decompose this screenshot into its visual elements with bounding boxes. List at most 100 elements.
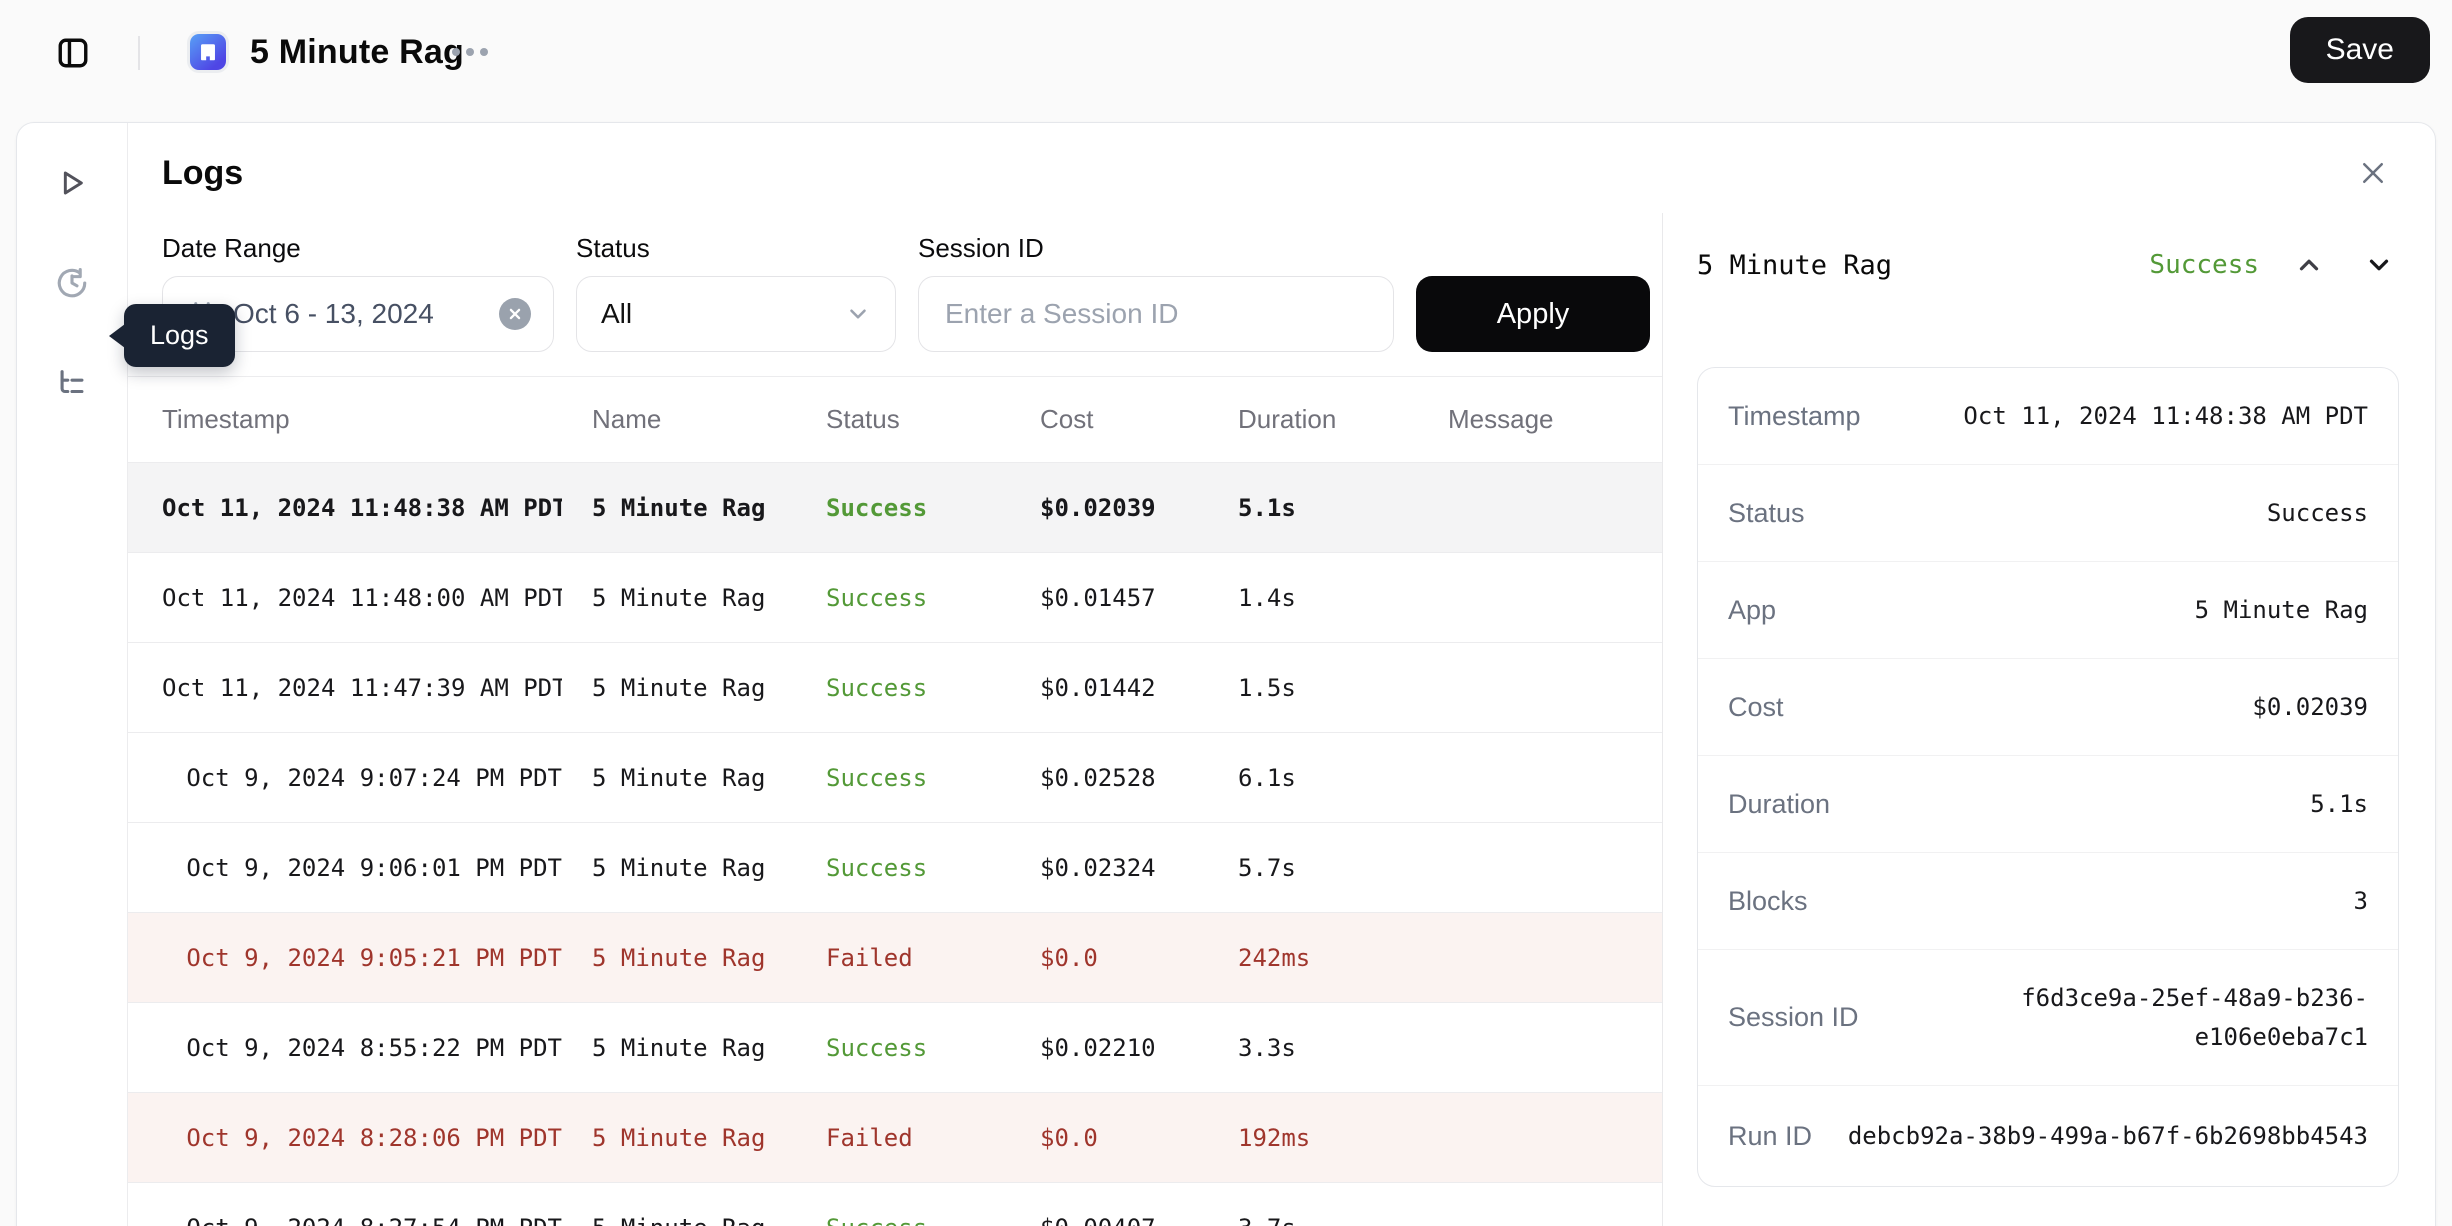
- detail-label: Duration: [1728, 788, 1831, 819]
- detail-value: f6d3ce9a-25ef-48a9-b236-e106e0eba7c1: [2021, 984, 2368, 1051]
- close-logs-button[interactable]: [2351, 151, 2395, 195]
- cell-timestamp: Oct 11, 2024 11:48:00 AM PDT: [162, 583, 562, 612]
- table-row[interactable]: Oct 11, 2024 11:47:39 AM PDT 5 Minute Ra…: [128, 643, 1662, 733]
- cell-cost: $0.0: [1040, 943, 1098, 972]
- ellipsis-icon: [452, 48, 460, 56]
- table-row[interactable]: Oct 9, 2024 8:27:54 PM PDT 5 Minute Rag …: [128, 1183, 1662, 1226]
- cell-duration: 3.3s: [1238, 1033, 1296, 1062]
- cell-status: Failed: [826, 943, 913, 972]
- cell-status: Success: [826, 493, 928, 522]
- cell-duration: 3.7s: [1238, 1214, 1418, 1226]
- cell-status: Success: [826, 1214, 1010, 1226]
- cell-timestamp: Oct 9, 2024 8:27:54 PM PDT: [162, 1214, 562, 1226]
- workspace-card: Logs Date Range: [16, 122, 2436, 1226]
- run-detail-card: Timestamp Oct 11, 2024 11:48:38 AM PDT S…: [1697, 367, 2399, 1187]
- filters-divider: [128, 376, 1662, 377]
- history-button[interactable]: [44, 255, 100, 311]
- detail-row: Duration 5.1s: [1698, 756, 2398, 853]
- cell-timestamp: Oct 9, 2024 8:55:22 PM PDT: [186, 1033, 562, 1062]
- detail-value: 5.1s: [2310, 789, 2368, 818]
- run-button[interactable]: [44, 155, 100, 211]
- tooltip-label: Logs: [150, 320, 209, 350]
- chevron-down-icon: [845, 301, 871, 327]
- cell-cost: $0.02039: [1040, 493, 1156, 522]
- table-header-cell: Timestamp: [162, 404, 290, 434]
- date-range-label: Date Range: [162, 233, 301, 263]
- logs-main: Date Range Oct 6 - 13, 2024: [128, 213, 1662, 1226]
- apply-button[interactable]: Apply: [1416, 276, 1650, 352]
- play-icon: [56, 167, 88, 199]
- table-row[interactable]: Oct 11, 2024 11:48:00 AM PDT 5 Minute Ra…: [128, 553, 1662, 643]
- detail-row: Run ID debcb92a-38b9-499a-b67f-6b2698bb4…: [1698, 1086, 2398, 1186]
- previous-run-button[interactable]: [2289, 245, 2329, 285]
- detail-label: App: [1728, 594, 1777, 625]
- detail-value: Success: [2266, 498, 2368, 527]
- cell-duration: 1.4s: [1238, 583, 1296, 612]
- cell-cost: $0.0: [1040, 1123, 1098, 1152]
- detail-label: Blocks: [1728, 885, 1808, 916]
- detail-value: $0.02039: [2252, 692, 2368, 721]
- logs-tooltip: Logs: [109, 304, 235, 367]
- save-button[interactable]: Save: [2289, 17, 2430, 83]
- table-row[interactable]: Oct 11, 2024 11:48:38 AM PDT 5 Minute Ra…: [128, 463, 1662, 553]
- session-filter: Session ID: [918, 233, 1394, 352]
- session-id-input[interactable]: [918, 276, 1394, 352]
- table-row[interactable]: Oct 9, 2024 9:05:21 PM PDT 5 Minute Rag …: [128, 913, 1662, 1003]
- cell-name: 5 Minute Rag: [592, 1214, 796, 1226]
- cell-name: 5 Minute Rag: [592, 853, 766, 882]
- cell-name: 5 Minute Rag: [592, 763, 766, 792]
- cell-duration: 5.1s: [1238, 493, 1296, 522]
- detail-label: Run ID: [1728, 1120, 1813, 1151]
- cell-status: Success: [826, 853, 928, 882]
- table-header-cell: Cost: [1040, 404, 1094, 434]
- cell-cost: $0.02210: [1040, 1033, 1156, 1062]
- table-body: Oct 11, 2024 11:48:38 AM PDT 5 Minute Ra…: [128, 463, 1662, 1226]
- date-range-value: Oct 6 - 13, 2024: [233, 298, 434, 329]
- table-row[interactable]: Oct 9, 2024 8:55:22 PM PDT 5 Minute Rag …: [128, 1003, 1662, 1093]
- cell-status: Success: [826, 1033, 928, 1062]
- chevron-up-icon: [2294, 250, 2324, 280]
- run-title: 5 Minute Rag: [1697, 249, 1893, 281]
- detail-value: 3: [2353, 886, 2368, 915]
- cell-status: Success: [826, 673, 928, 702]
- logs-panel: Logs Date Range: [128, 123, 2435, 1226]
- chevron-down-icon: [2364, 250, 2394, 280]
- cell-name: 5 Minute Rag: [592, 1123, 766, 1152]
- status-label: Status: [576, 233, 650, 263]
- next-run-button[interactable]: [2359, 245, 2399, 285]
- detail-row: Session ID f6d3ce9a-25ef-48a9-b236-e106e…: [1698, 950, 2398, 1086]
- history-icon: [55, 266, 89, 300]
- app-menu-button[interactable]: [452, 48, 488, 56]
- logs-panel-header: Logs: [128, 123, 2435, 213]
- close-icon: [2358, 158, 2388, 188]
- table-row[interactable]: Oct 9, 2024 8:28:06 PM PDT 5 Minute Rag …: [128, 1093, 1662, 1183]
- cell-timestamp: Oct 9, 2024 9:07:24 PM PDT: [186, 763, 562, 792]
- topbar-divider: [138, 36, 140, 70]
- table-header: Timestamp Name Status Cost Duration Message: [128, 377, 1662, 463]
- sidebar-toggle-button[interactable]: [54, 34, 92, 72]
- cell-duration: 192ms: [1238, 1123, 1311, 1152]
- detail-row: App 5 Minute Rag: [1698, 562, 2398, 659]
- clear-date-button[interactable]: [499, 298, 531, 330]
- table-row[interactable]: Oct 9, 2024 9:06:01 PM PDT 5 Minute Rag …: [128, 823, 1662, 913]
- cell-name: 5 Minute Rag: [592, 673, 766, 702]
- table-header-cell: Duration: [1238, 404, 1337, 434]
- cell-timestamp: Oct 11, 2024 11:47:39 AM PDT: [162, 673, 562, 702]
- detail-row: Timestamp Oct 11, 2024 11:48:38 AM PDT: [1698, 368, 2398, 465]
- cell-duration: 5.7s: [1238, 853, 1296, 882]
- session-id-label: Session ID: [918, 233, 1044, 263]
- table-header-cell: Status: [826, 404, 900, 434]
- app-title: 5 Minute Rag: [250, 33, 464, 71]
- cell-name: 5 Minute Rag: [592, 1033, 766, 1062]
- table-row[interactable]: Oct 9, 2024 9:07:24 PM PDT 5 Minute Rag …: [128, 733, 1662, 823]
- cell-status: Success: [826, 763, 928, 792]
- cell-status: Success: [826, 583, 928, 612]
- clear-x-icon: [508, 307, 522, 321]
- tooltip-arrow-icon: [109, 323, 125, 348]
- status-select[interactable]: All: [576, 276, 896, 352]
- status-filter: Status All: [576, 233, 896, 352]
- table-header-cell: Message: [1448, 404, 1554, 434]
- logs-panel-body: Date Range Oct 6 - 13, 2024: [128, 213, 2435, 1226]
- top-bar: 5 Minute Rag Save: [0, 0, 2452, 122]
- logs-button[interactable]: [44, 355, 100, 411]
